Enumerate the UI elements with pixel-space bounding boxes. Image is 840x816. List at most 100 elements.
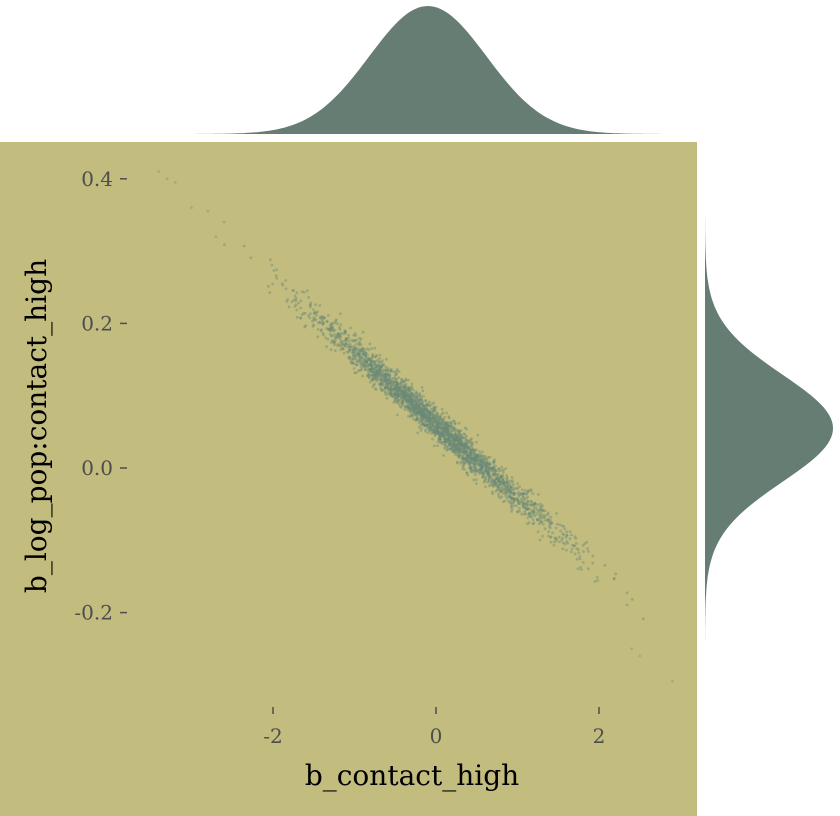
scatter-point xyxy=(397,394,401,398)
scatter-point xyxy=(461,454,465,457)
scatter-point xyxy=(412,393,415,397)
scatter-point xyxy=(434,419,437,422)
scatter-point xyxy=(358,358,362,362)
scatter-point xyxy=(390,382,394,386)
scatter-point xyxy=(323,316,326,319)
scatter-point xyxy=(470,460,474,464)
scatter-point xyxy=(537,493,540,496)
scatter-point xyxy=(480,461,484,465)
scatter-point xyxy=(411,407,415,410)
scatter-point xyxy=(453,437,456,441)
scatter-point xyxy=(292,298,296,302)
scatter-point xyxy=(349,361,353,364)
scatter-point xyxy=(385,376,389,380)
scatter-point xyxy=(386,387,389,390)
scatter-point xyxy=(464,438,468,442)
scatter-point xyxy=(400,380,404,384)
scatter-point xyxy=(351,351,355,354)
scatter-point xyxy=(414,390,418,394)
y-axis-title: b_log_pop:contact_high xyxy=(20,259,53,593)
scatter-point xyxy=(401,393,405,397)
scatter-point xyxy=(464,457,468,461)
scatter-point xyxy=(426,408,429,412)
scatter-point xyxy=(402,394,405,398)
scatter-point xyxy=(491,482,495,486)
scatter-point xyxy=(372,370,375,374)
scatter-point xyxy=(512,499,516,502)
scatter-point xyxy=(516,510,519,514)
scatter-point xyxy=(473,463,477,467)
scatter-point xyxy=(487,469,491,473)
scatter-point xyxy=(363,362,366,366)
scatter-point xyxy=(404,391,408,395)
scatter-point xyxy=(361,363,365,367)
scatter-point xyxy=(510,501,514,504)
scatter-point xyxy=(359,362,363,366)
scatter-point xyxy=(526,500,530,503)
scatter-point xyxy=(367,376,371,380)
scatter-point xyxy=(365,366,369,369)
scatter-point xyxy=(432,405,436,409)
scatter-point xyxy=(378,360,382,364)
scatter-point xyxy=(433,426,436,430)
scatter-point xyxy=(494,469,498,472)
scatter-point xyxy=(397,386,400,390)
scatter-point xyxy=(445,439,449,442)
scatter-point xyxy=(469,469,473,473)
scatter-point xyxy=(426,423,429,427)
scatter-point xyxy=(428,415,432,418)
scatter-point xyxy=(388,387,391,391)
scatter-point xyxy=(374,370,378,373)
scatter-point xyxy=(456,428,459,432)
scatter-point xyxy=(299,306,303,310)
scatter-point xyxy=(446,424,450,428)
scatter-point xyxy=(468,463,472,467)
scatter-point xyxy=(418,409,421,412)
scatter-point xyxy=(371,378,375,381)
scatter-point xyxy=(537,518,541,522)
scatter-point xyxy=(403,390,406,394)
scatter-point xyxy=(570,547,574,551)
scatter-point xyxy=(399,388,403,392)
scatter-point xyxy=(377,382,381,386)
scatter-point xyxy=(452,426,456,430)
scatter-point xyxy=(472,459,476,463)
scatter-point xyxy=(437,429,440,433)
scatter-point xyxy=(386,392,390,396)
scatter-point xyxy=(630,598,634,601)
scatter-point xyxy=(503,483,506,487)
scatter-point xyxy=(371,373,375,376)
scatter-point xyxy=(394,383,398,387)
scatter-point xyxy=(410,399,414,403)
scatter-point xyxy=(504,481,508,484)
scatter-point xyxy=(376,358,380,362)
scatter-point xyxy=(472,458,476,462)
scatter-point xyxy=(397,392,400,396)
scatter-point xyxy=(525,508,528,512)
scatter-point xyxy=(533,501,537,505)
scatter-point xyxy=(473,459,477,463)
scatter-point xyxy=(373,374,377,378)
scatter-point xyxy=(407,386,411,390)
scatter-point xyxy=(505,497,509,500)
scatter-point xyxy=(378,356,381,360)
scatter-point xyxy=(380,378,384,381)
scatter-point xyxy=(432,416,436,420)
scatter-point xyxy=(413,403,417,407)
scatter-point xyxy=(472,448,476,451)
scatter-point xyxy=(432,416,435,420)
scatter-point xyxy=(419,409,423,413)
scatter-point xyxy=(510,476,514,479)
scatter-point xyxy=(439,423,442,427)
scatter-point xyxy=(485,469,488,473)
scatter-point xyxy=(517,502,521,505)
scatter-point xyxy=(394,386,398,390)
scatter-point xyxy=(437,437,441,441)
scatter-point xyxy=(416,402,420,406)
scatter-point xyxy=(339,348,342,352)
scatter-point xyxy=(435,417,439,421)
scatter-point xyxy=(527,512,531,515)
scatter-point xyxy=(512,491,516,495)
scatter-point xyxy=(409,401,413,404)
scatter-point xyxy=(523,501,527,505)
